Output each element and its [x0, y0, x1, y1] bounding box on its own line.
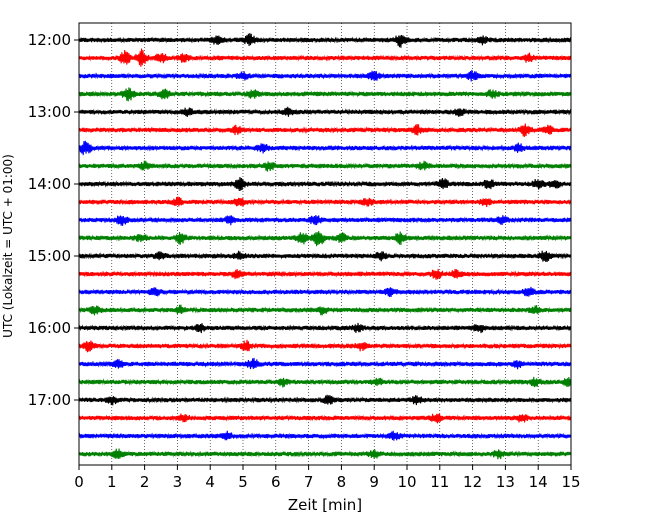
trace-line-1330 [78, 140, 572, 156]
x-axis-label: Zeit [min] [288, 496, 362, 514]
x-tick-label: 7 [304, 473, 314, 491]
x-tick-label: 9 [369, 473, 379, 491]
x-tick-label: 11 [430, 473, 449, 491]
x-tick-label: 3 [173, 473, 183, 491]
x-tick-label: 8 [337, 473, 347, 491]
trace-line-1545 [78, 304, 572, 316]
x-tick-label: 10 [397, 473, 416, 491]
x-tick-label: 12 [463, 473, 482, 491]
trace-line-1700 [78, 394, 572, 406]
trace-line-1315 [78, 123, 572, 137]
plot-frame [78, 22, 572, 466]
trace-line-1730 [78, 430, 572, 441]
x-tick-label: 15 [561, 473, 580, 491]
trace-line-1615 [78, 339, 572, 353]
x-tick-label: 14 [529, 473, 548, 491]
trace-line-1445 [78, 231, 572, 247]
x-tick-label: 0 [74, 473, 84, 491]
x-tick-label: 2 [140, 473, 150, 491]
x-axis-ticks: 0 1 2 3 4 5 6 7 8 9 10 11 12 13 14 15 [74, 465, 581, 491]
trace-line-1600 [78, 322, 572, 334]
y-tick-label: 15:00 [28, 247, 71, 265]
x-tick-label: 13 [496, 473, 515, 491]
trace-line-1345 [78, 160, 572, 172]
trace-line-1500 [78, 250, 572, 263]
trace-line-1415 [78, 196, 572, 207]
y-tick-label: 17:00 [28, 391, 71, 409]
trace-line-1200 [78, 33, 572, 48]
y-tick-label: 12:00 [28, 31, 71, 49]
trace-line-1630 [78, 357, 572, 370]
x-tick-label: 4 [205, 473, 215, 491]
trace-line-1245 [78, 87, 572, 102]
x-tick-label: 5 [238, 473, 248, 491]
x-tick-label: 1 [107, 473, 117, 491]
trace-line-1430 [78, 214, 572, 226]
y-axis-label: UTC (Lokalzeit = UTC + 01:00) [1, 154, 15, 338]
y-tick-label: 14:00 [28, 175, 71, 193]
y-axis-ticks: 12:00 13:00 14:00 15:00 16:00 17:00 [28, 31, 79, 409]
y-tick-label: 13:00 [28, 103, 71, 121]
x-tick-label: 6 [271, 473, 281, 491]
trace-line-1530 [78, 286, 572, 297]
trace-line-1215 [78, 48, 572, 67]
trace-line-1745 [78, 448, 572, 460]
seismogram-traces [78, 33, 572, 460]
trace-line-1715 [78, 413, 572, 424]
trace-line-1645 [78, 376, 572, 388]
trace-line-1300 [78, 106, 572, 118]
y-tick-label: 16:00 [28, 319, 71, 337]
trace-line-1515 [78, 268, 572, 280]
trace-line-1400 [78, 176, 572, 191]
trace-line-1230 [78, 69, 572, 82]
